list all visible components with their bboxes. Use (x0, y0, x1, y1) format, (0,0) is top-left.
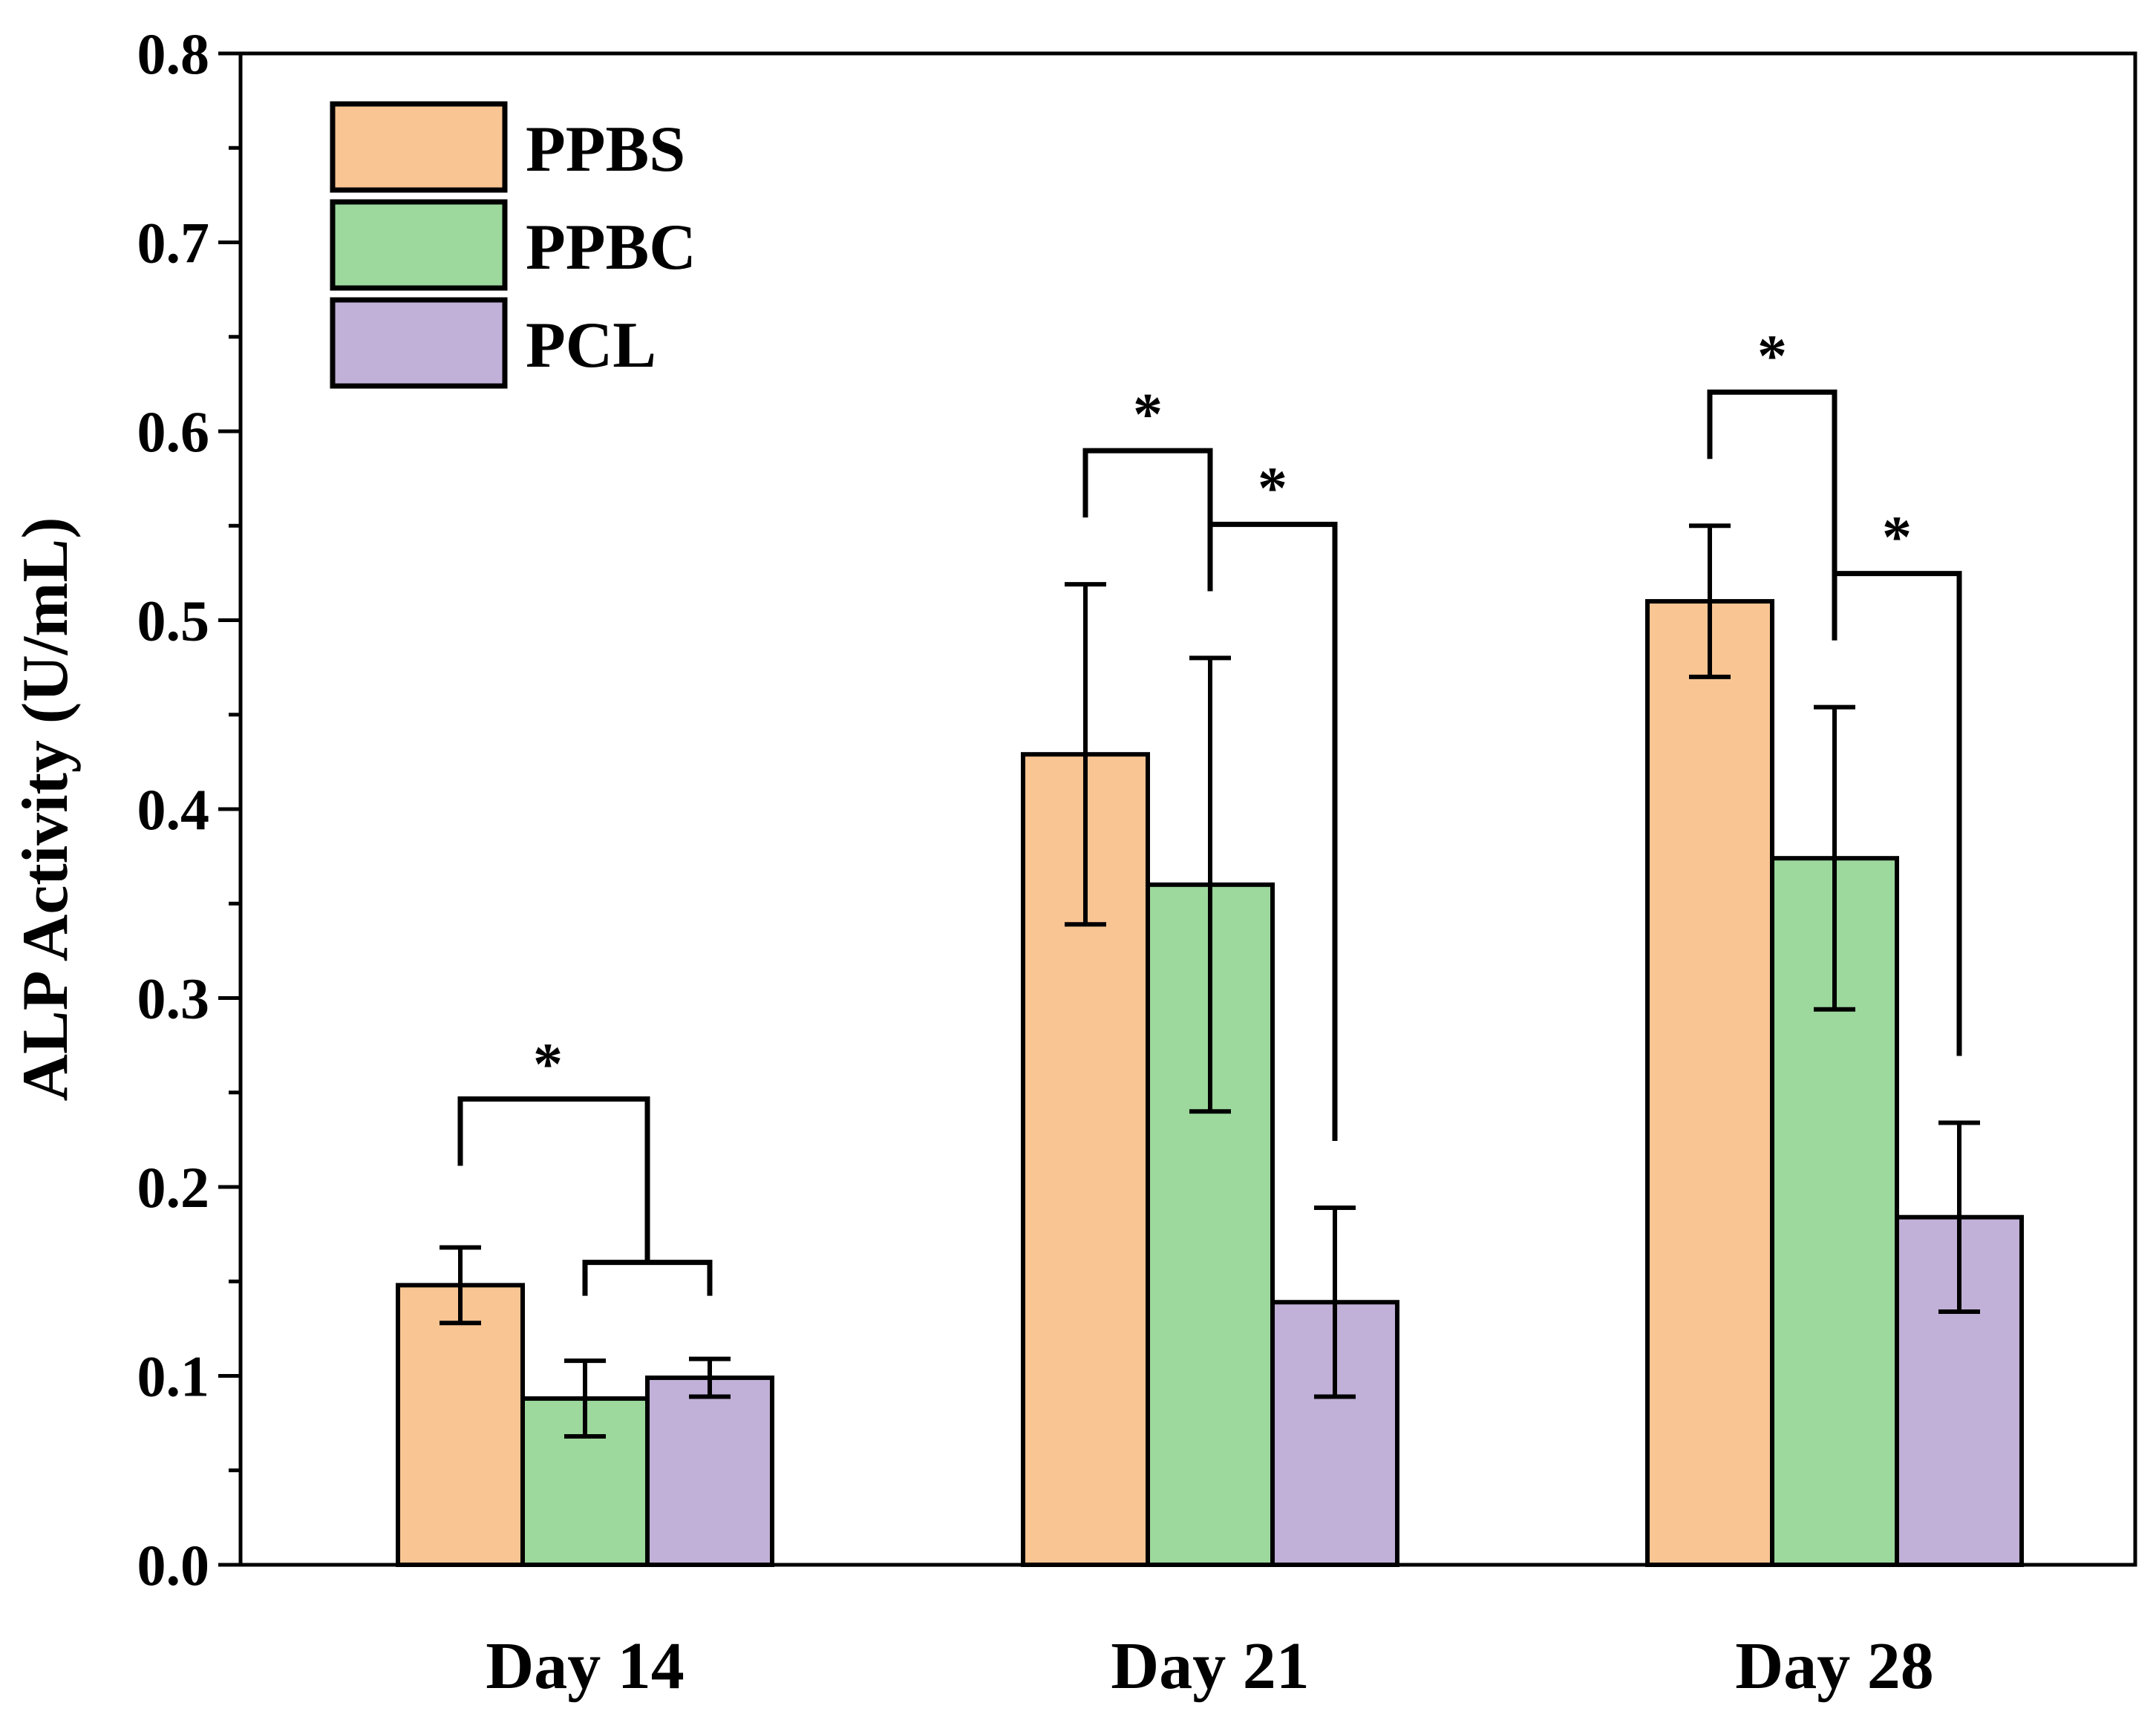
significance-star: * (1258, 456, 1287, 521)
legend-swatch (330, 199, 508, 291)
significance-bracket (1082, 448, 1213, 592)
x-tick-label: Day 21 (1111, 1629, 1310, 1703)
y-tick-label: 0.8 (137, 22, 210, 86)
significance-sub-bracket (582, 1260, 713, 1296)
significance-layer: * * * * * (457, 324, 1962, 1296)
y-tick-label: 0.7 (137, 211, 210, 275)
y-tick-label: 0.0 (137, 1533, 210, 1597)
y-axis: 0.0 0.1 0.2 0.3 0.4 0.5 0.6 0.7 0.8 (137, 22, 241, 1597)
bar (645, 1376, 774, 1568)
y-tick-label: 0.6 (137, 399, 210, 464)
significance-bracket (1707, 389, 1838, 641)
significance-star: * (1757, 324, 1787, 389)
y-tick-label: 0.4 (137, 777, 210, 842)
legend: PPBS PPBC PCL (330, 101, 696, 389)
bar (396, 1283, 525, 1567)
y-tick-label: 0.5 (137, 589, 210, 653)
significance-star: * (1882, 506, 1912, 571)
legend-swatch (330, 101, 508, 193)
x-tick-label: Day 14 (486, 1629, 685, 1703)
legend-swatch (330, 297, 508, 389)
error-bars-layer (440, 523, 1980, 1439)
significance-bracket (1832, 571, 1962, 1056)
y-tick-label: 0.3 (137, 966, 210, 1031)
x-axis: Day 14 Day 21 Day 28 (486, 1629, 1934, 1703)
legend-label: PCL (526, 310, 656, 382)
significance-star: * (533, 1032, 563, 1097)
significance-bracket (457, 1096, 650, 1263)
y-tick-label: 0.1 (137, 1344, 210, 1409)
legend-label: PPBS (526, 114, 685, 186)
legend-label: PPBC (526, 212, 696, 284)
x-tick-label: Day 28 (1735, 1629, 1934, 1703)
significance-bracket (1207, 521, 1338, 1141)
bar (1645, 599, 1774, 1567)
y-axis-title: ALP Activity (U/mL) (10, 517, 82, 1101)
y-tick-label: 0.2 (137, 1155, 210, 1220)
significance-star: * (1133, 382, 1163, 448)
